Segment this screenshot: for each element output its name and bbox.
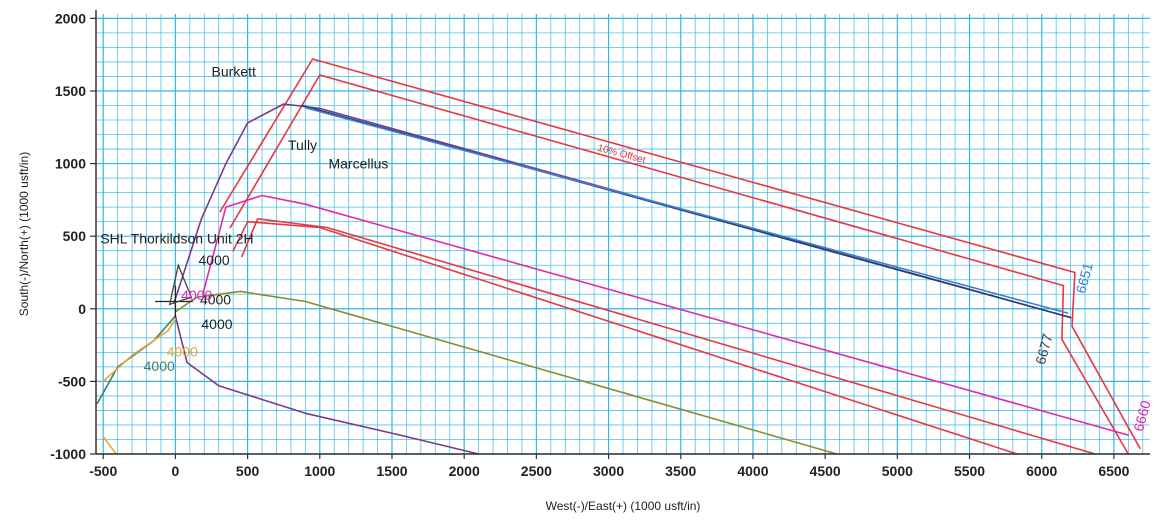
- axes: [95, 10, 1150, 455]
- x-tick-label: -500: [89, 463, 117, 479]
- annotations: Burkett Tully Marcellus SHL Thorkildson Uni…: [100, 63, 1153, 433]
- annotation-label: Burkett: [212, 63, 256, 79]
- annotation-label: 6677: [1032, 332, 1056, 366]
- x-axis-label: West(-)/East(+) (1000 usft/in): [546, 499, 701, 513]
- x-tick-label: 4500: [810, 463, 841, 479]
- x-tick-label: 0: [172, 463, 180, 479]
- annotation-label: 6651: [1072, 261, 1096, 295]
- tick-labels: -500 0 500 1000 1500 2000 2500 3000 3500 4000 4500…: [50, 10, 1129, 479]
- annotation-label: 6660: [1130, 399, 1154, 433]
- y-axis-label: South(-)/North(+) (1000 usft/in): [17, 152, 31, 316]
- x-tick-label: 1500: [376, 463, 407, 479]
- x-tick-label: 5000: [882, 463, 913, 479]
- target-triangle: [168, 263, 193, 306]
- x-tick-label: 2000: [449, 463, 480, 479]
- annotation-label: SHL Thorkildson Unit 2H: [100, 230, 253, 246]
- x-tick-label: 6000: [1026, 463, 1057, 479]
- series-line-1: [219, 58, 1141, 450]
- x-tick-label: 2500: [521, 463, 552, 479]
- x-tick-label: 500: [236, 463, 260, 479]
- series-group: [96, 58, 1141, 455]
- series-line-10: [174, 290, 838, 455]
- x-tick-label: 6500: [1098, 463, 1129, 479]
- y-tick-label: 0: [78, 301, 86, 317]
- series-line-12: [102, 318, 177, 383]
- x-tick-label: 3500: [665, 463, 696, 479]
- x-tick-label: 3000: [593, 463, 624, 479]
- series-line-6: [173, 103, 1072, 319]
- y-tick-label: -500: [58, 373, 86, 389]
- annotation-label: 4000: [144, 358, 175, 374]
- annotation-label: Tully: [288, 137, 317, 153]
- series-line-3: [241, 218, 1096, 455]
- x-tick-label: 1000: [304, 463, 335, 479]
- y-tick-label: 2000: [55, 10, 86, 26]
- y-tick-label: 1500: [55, 83, 86, 99]
- annotation-label: 4000: [167, 344, 198, 360]
- y-tick-label: 1000: [55, 156, 86, 172]
- grid: [96, 14, 1150, 455]
- annotation-label: 4000: [200, 291, 231, 307]
- series-line-11: [96, 315, 177, 405]
- annotation-label: 4000: [201, 316, 232, 332]
- series-line-13: [102, 435, 117, 455]
- y-tick-label: -1000: [50, 446, 86, 462]
- annotation-label: 4000: [181, 287, 212, 303]
- series-line-7: [174, 315, 480, 455]
- series-line-4: [232, 220, 1019, 455]
- series-line-2: [229, 74, 1130, 455]
- series-line-9: [304, 106, 1069, 314]
- annotation-label: Marcellus: [328, 156, 388, 172]
- x-tick-label: 5500: [954, 463, 985, 479]
- annotation-label: 4000: [199, 252, 230, 268]
- y-tick-label: 500: [63, 228, 87, 244]
- series-line-5: [202, 194, 1130, 436]
- x-tick-label: 4000: [737, 463, 768, 479]
